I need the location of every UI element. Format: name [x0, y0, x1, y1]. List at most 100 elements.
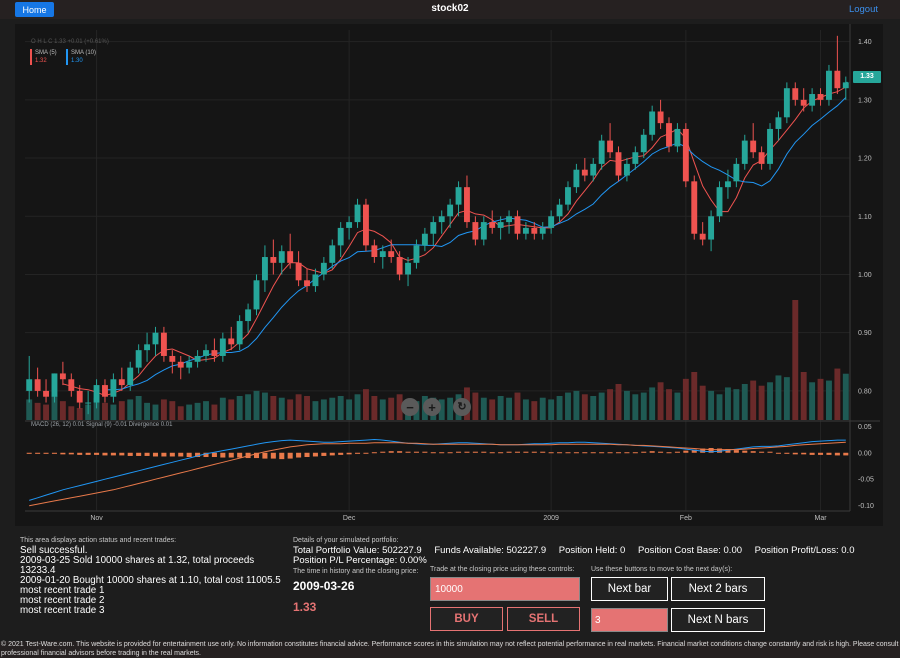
trade-intro: Trade at the closing price using these c…: [430, 566, 575, 573]
next-2-bars-button[interactable]: Next 2 bars: [671, 577, 765, 601]
candle-body: [320, 262, 327, 275]
volume-bar: [388, 397, 395, 420]
zoom-out-icon[interactable]: −: [401, 398, 419, 416]
volume-bar: [674, 392, 681, 420]
macd-histogram-bar: [666, 452, 672, 454]
volume-bar: [43, 404, 49, 420]
macd-histogram-bar: [287, 452, 293, 459]
candle-body: [219, 338, 226, 356]
next-n-bars-button[interactable]: Next N bars: [671, 608, 765, 632]
macd-histogram-bar: [615, 452, 622, 454]
macd-legend: MACD (26, 12) 0.01 Signal (9) -0.01 Dive…: [31, 422, 173, 428]
volume-bar: [118, 401, 125, 420]
candle-body: [447, 204, 454, 217]
candle-body: [203, 350, 209, 356]
candle-body: [809, 94, 816, 106]
n-bars-input[interactable]: [591, 608, 668, 632]
status-line: Sell successful.: [20, 545, 88, 556]
volume-bar: [371, 396, 378, 420]
volume-bar: [758, 385, 765, 420]
macd-histogram-bar: [607, 452, 613, 454]
volume-bar: [775, 375, 782, 420]
next-bar-button[interactable]: Next bar: [591, 577, 668, 601]
macd-histogram-bar: [178, 452, 184, 457]
volume-bar: [623, 390, 630, 420]
candle-body: [295, 262, 302, 281]
macd-line: [29, 438, 846, 501]
macd-histogram-bar: [312, 452, 318, 457]
price-tick-label: 1.20: [858, 156, 872, 163]
price-tick-label: 1.10: [858, 214, 872, 221]
macd-histogram-bar: [430, 452, 436, 454]
candle-body: [362, 204, 369, 246]
macd-histogram-bar: [161, 452, 167, 457]
volume-bar: [160, 399, 167, 420]
refresh-icon[interactable]: ↻: [453, 398, 471, 416]
candle-body: [750, 140, 757, 153]
candle-body: [236, 321, 243, 345]
macd-histogram-bar: [548, 452, 554, 454]
top-bar: Home stock02 Logout: [0, 0, 900, 19]
volume-bar: [236, 396, 243, 420]
volume-bar: [800, 372, 807, 420]
macd-histogram-bar: [674, 451, 680, 453]
candle-body: [817, 94, 824, 100]
zoom-in-icon[interactable]: +: [423, 398, 441, 416]
macd-histogram-bar: [514, 451, 520, 453]
macd-histogram-bar: [321, 452, 327, 456]
volume-bar: [253, 390, 260, 420]
macd-histogram-bar: [683, 450, 689, 453]
home-button[interactable]: Home: [15, 2, 54, 17]
volume-bar: [245, 394, 252, 420]
volume-bar: [329, 397, 336, 420]
chart-canvas[interactable]: 1.40 1.30 1.20 1.10 1.00 0.90 0.80 0.05 0.00 -0.0…: [15, 24, 883, 526]
macd-histogram-bar: [85, 452, 91, 455]
status-line: most recent trade 1: [20, 585, 105, 596]
macd-tick-label: 0.05: [858, 424, 872, 431]
status-line: most recent trade 2: [20, 595, 105, 606]
macd-histogram-bar: [152, 452, 159, 457]
candle-body: [497, 222, 504, 228]
volume-bar: [548, 399, 555, 420]
last-price-tag: 1.33: [853, 71, 881, 83]
volume-bar: [76, 408, 83, 420]
volume-bar: [337, 396, 344, 420]
macd-histogram-bar: [338, 452, 344, 455]
volume-bar: [607, 389, 614, 420]
candle-body: [211, 350, 218, 356]
macd-histogram-bar: [211, 452, 217, 457]
logout-link[interactable]: Logout: [848, 4, 878, 15]
funds-available: Funds Available: 502227.9: [434, 545, 547, 556]
quantity-input[interactable]: [430, 577, 580, 601]
volume-bar: [783, 377, 790, 420]
macd-histogram-bar: [110, 452, 116, 456]
volume-bar: [817, 378, 824, 420]
candle-body: [489, 222, 496, 228]
status-line: most recent trade 3: [20, 605, 105, 616]
candle-body: [800, 99, 807, 106]
stock-chart[interactable]: 1.40 1.30 1.20 1.10 1.00 0.90 0.80 0.05 0.00 -0.0…: [15, 24, 883, 526]
macd-histogram-bar: [68, 452, 74, 455]
volume-bar: [741, 384, 748, 420]
volume-bar: [270, 396, 277, 420]
macd-histogram-bar: [809, 452, 815, 455]
time-tick-label: 2009: [543, 515, 559, 522]
candle-body: [699, 233, 706, 240]
candle-body: [177, 361, 184, 368]
sma10-legend: SMA (10) 1.30: [66, 49, 96, 65]
buy-button[interactable]: BUY: [430, 607, 503, 631]
macd-histogram-bar: [573, 452, 579, 454]
volume-bar: [750, 380, 757, 420]
macd-histogram-bar: [472, 451, 478, 453]
volume-bar: [539, 397, 546, 420]
macd-tick-label: -0.05: [858, 477, 874, 484]
macd-histogram-bar: [144, 452, 150, 456]
candle-body: [674, 128, 681, 147]
volume-bar: [346, 399, 353, 420]
price-tick-label: 1.40: [858, 39, 872, 46]
sell-button[interactable]: SELL: [507, 607, 580, 631]
candle-body: [590, 163, 597, 176]
candle-body: [261, 257, 268, 281]
volume-bar: [379, 399, 386, 420]
macd-histogram-bar: [489, 452, 495, 454]
